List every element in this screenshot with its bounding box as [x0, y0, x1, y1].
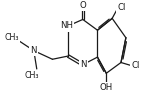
Text: Cl: Cl: [132, 61, 140, 70]
Text: CH₃: CH₃: [25, 71, 39, 80]
Text: OH: OH: [100, 83, 113, 92]
Text: O: O: [79, 1, 86, 10]
Text: Cl: Cl: [117, 3, 126, 12]
Text: N: N: [80, 60, 87, 69]
Text: CH₃: CH₃: [4, 33, 19, 42]
Text: NH: NH: [60, 21, 73, 30]
Text: N: N: [31, 46, 37, 55]
